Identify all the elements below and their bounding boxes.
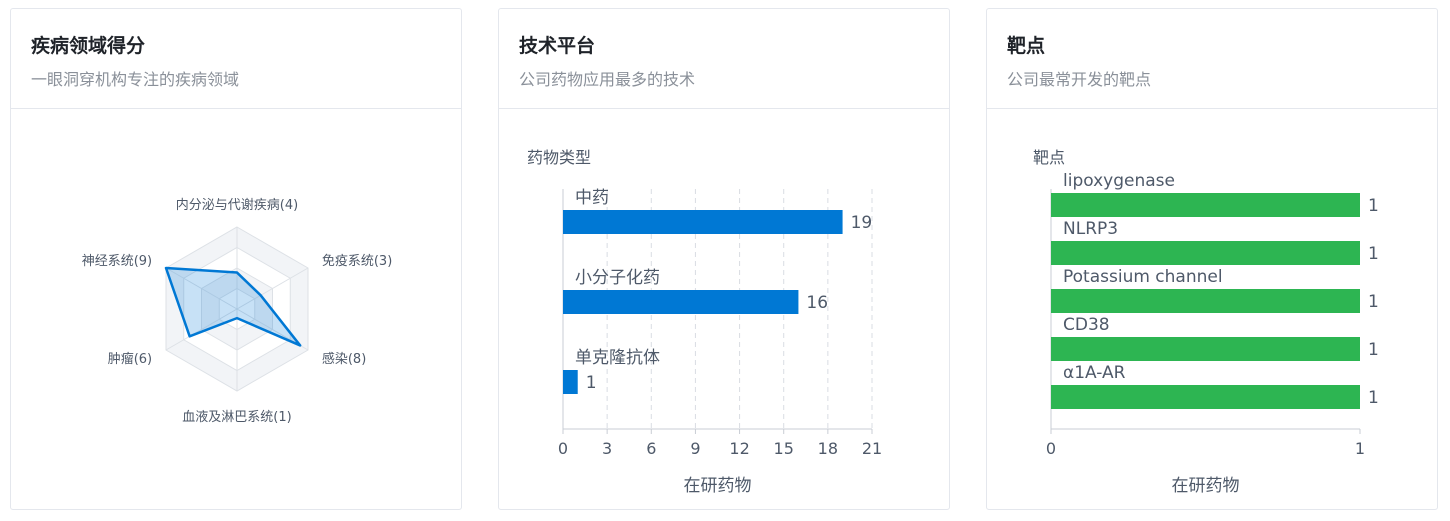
disease-area-card: 疾病领域得分 一眼洞穿机构专注的疾病领域 内分泌与代谢疾病(4) 免疫系统(3) 感… <box>10 8 462 510</box>
radar-axis-label: 肿瘤(6) <box>108 351 152 367</box>
radar-axis-label: 免疫系统(3) <box>322 253 392 269</box>
x-tick-label: 0 <box>558 439 568 458</box>
x-tick-label: 18 <box>818 439 838 458</box>
x-tick-label: 6 <box>646 439 656 458</box>
bar-value-label: 19 <box>851 213 873 233</box>
x-tick-label: 3 <box>602 439 612 458</box>
bar-value-label: 16 <box>806 293 828 313</box>
radar-chart: 内分泌与代谢疾病(4) 免疫系统(3) 感染(8) 血液及淋巴系统(1) 肿瘤(6) 神经… <box>82 197 393 425</box>
radar-axis-line <box>236 267 309 310</box>
bar-value-label: 1 <box>1368 388 1379 408</box>
radar-axis-line <box>165 308 238 351</box>
bar-value-label: 1 <box>586 373 597 393</box>
radar-axis-label: 内分泌与代谢疾病(4) <box>176 197 298 213</box>
card-subtitle: 一眼洞穿机构专注的疾病领域 <box>31 70 240 89</box>
card-header: 疾病领域得分 一眼洞穿机构专注的疾病领域 <box>11 9 461 109</box>
card-header: 技术平台 公司药物应用最多的技术 <box>499 9 949 109</box>
bar-category-label: CD38 <box>1063 315 1110 335</box>
bar-category-label: 中药 <box>575 188 609 208</box>
card-title: 技术平台 <box>519 35 596 57</box>
target-card: 靶点 公司最常开发的靶点 靶点 0 1 在研药物 lipoxygenase 1 NLRP3 1… <box>986 8 1438 510</box>
bar-category-label: NLRP3 <box>1063 219 1118 239</box>
drug-type-bar-chart: 药物类型 0 3 6 9 12 15 18 21 在研药物 中药 19 小分子化药 16 单克隆抗体 1 <box>527 148 882 496</box>
bar-value-label: 1 <box>1368 244 1379 264</box>
card-header: 靶点 公司最常开发的靶点 <box>987 9 1437 109</box>
x-axis-label: 在研药物 <box>684 476 752 496</box>
card-subtitle: 公司最常开发的靶点 <box>1007 70 1152 89</box>
bar <box>563 210 843 234</box>
x-tick-label: 0 <box>1046 439 1056 458</box>
bar <box>1051 193 1360 217</box>
radar-axis-label: 血液及淋巴系统(1) <box>182 410 291 425</box>
bar <box>1051 337 1360 361</box>
bar-category-label: 单克隆抗体 <box>575 348 660 368</box>
x-axis-label: 在研药物 <box>1172 476 1240 496</box>
bar-value-label: 1 <box>1368 196 1379 216</box>
radar-axis-line <box>165 267 238 310</box>
tech-platform-card: 技术平台 公司药物应用最多的技术 药物类型 0 3 6 9 12 15 18 21 在研药物 中药 1… <box>498 8 950 510</box>
chart-title: 药物类型 <box>527 148 591 167</box>
bar-value-label: 1 <box>1368 292 1379 312</box>
x-tick-label: 1 <box>1355 439 1365 458</box>
radar-data-area <box>164 266 302 347</box>
card-subtitle: 公司药物应用最多的技术 <box>519 70 696 89</box>
bar-category-label: α1A-AR <box>1063 363 1126 383</box>
bar <box>563 370 578 394</box>
bar-category-label: lipoxygenase <box>1063 171 1175 191</box>
x-tick-label: 12 <box>729 439 749 458</box>
x-tick-label: 15 <box>774 439 794 458</box>
bar-category-label: Potassium channel <box>1063 267 1223 287</box>
x-tick-label: 9 <box>690 439 700 458</box>
chart-title: 靶点 <box>1033 148 1065 167</box>
x-tick-label: 21 <box>862 439 882 458</box>
bar <box>1051 385 1360 409</box>
bar <box>1051 241 1360 265</box>
bar-category-label: 小分子化药 <box>575 268 660 288</box>
radar-axis-label: 神经系统(9) <box>82 254 152 269</box>
bar-value-label: 1 <box>1368 340 1379 360</box>
bar <box>563 290 799 314</box>
radar-axis-label: 感染(8) <box>322 351 366 367</box>
card-title: 疾病领域得分 <box>31 35 146 57</box>
bar <box>1051 289 1360 313</box>
target-bar-chart: 靶点 0 1 在研药物 lipoxygenase 1 NLRP3 1 Potassium cha… <box>1033 148 1379 496</box>
card-title: 靶点 <box>1007 35 1046 57</box>
